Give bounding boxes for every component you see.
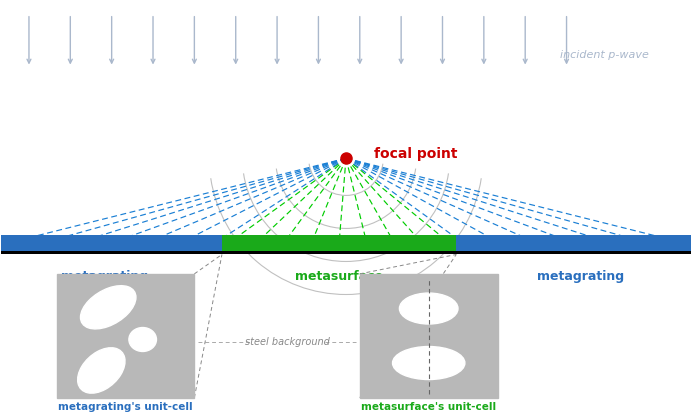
- Ellipse shape: [129, 327, 156, 352]
- Text: metasurface: metasurface: [295, 270, 383, 283]
- Ellipse shape: [392, 347, 465, 379]
- Text: metagrating's unit-cell: metagrating's unit-cell: [58, 402, 193, 412]
- Bar: [456, 235, 691, 251]
- Bar: [360, 274, 498, 398]
- Bar: [222, 235, 456, 251]
- Bar: [57, 274, 194, 398]
- Text: metagrating: metagrating: [537, 270, 624, 283]
- Text: metagrating: metagrating: [61, 270, 148, 283]
- Ellipse shape: [399, 293, 458, 324]
- Text: steel background: steel background: [245, 337, 330, 347]
- Text: incident p-wave: incident p-wave: [561, 50, 649, 60]
- Text: focal point: focal point: [374, 147, 457, 161]
- Ellipse shape: [78, 348, 125, 393]
- Bar: [1, 251, 691, 255]
- Text: metasurface's unit-cell: metasurface's unit-cell: [361, 402, 496, 412]
- Ellipse shape: [80, 286, 136, 329]
- Bar: [1, 235, 222, 251]
